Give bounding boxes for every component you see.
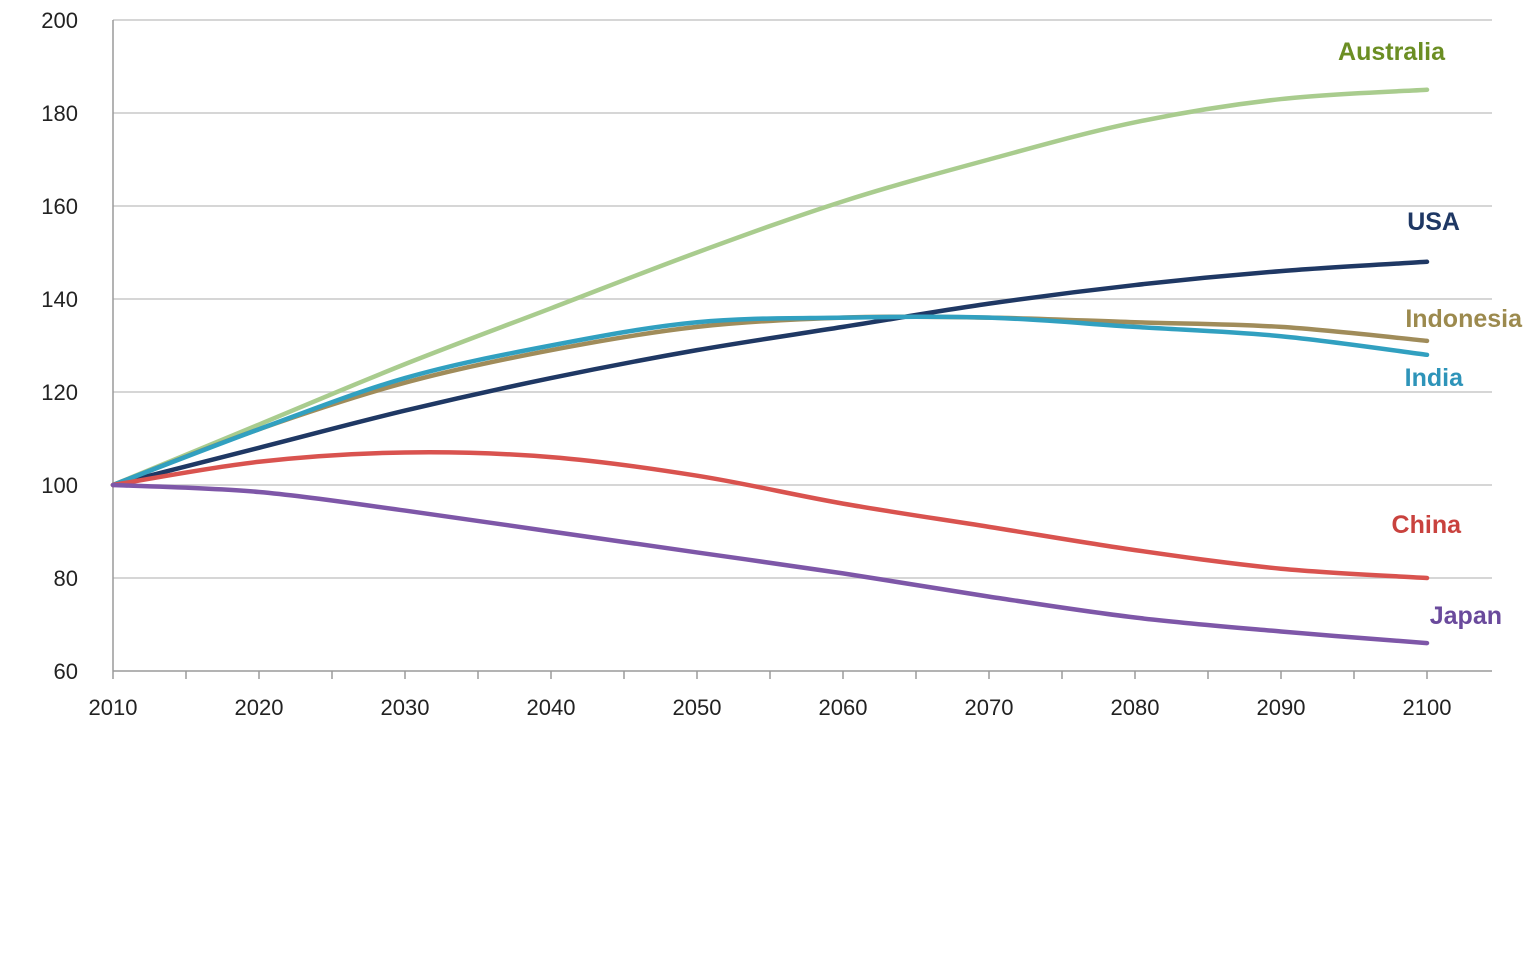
series-lines	[110, 87, 1430, 646]
series-label-indonesia: Indonesia	[1405, 305, 1523, 333]
x-tick-label: 2010	[89, 695, 138, 720]
x-tick-label: 2070	[965, 695, 1014, 720]
y-tick-label: 100	[41, 473, 78, 498]
series-line-china	[110, 450, 1430, 581]
series-line-japan	[110, 482, 1430, 646]
series-line-usa	[110, 259, 1430, 488]
x-tick-label: 2100	[1403, 695, 1452, 720]
series-label-china: China	[1392, 511, 1463, 539]
x-tick-label: 2090	[1257, 695, 1306, 720]
y-tick-label: 60	[54, 659, 78, 684]
y-tick-label: 180	[41, 101, 78, 126]
y-tick-label: 200	[41, 8, 78, 33]
series-line-australia	[110, 87, 1430, 488]
x-tick-label: 2030	[381, 695, 430, 720]
series-line-india	[110, 314, 1430, 488]
series-label-japan: Japan	[1430, 602, 1502, 630]
y-tick-label: 140	[41, 287, 78, 312]
y-tick-label: 120	[41, 380, 78, 405]
x-tick-label: 2080	[1111, 695, 1160, 720]
y-tick-label: 80	[54, 566, 78, 591]
series-labels: Australia USA Indonesia India China Japan	[1338, 38, 1523, 630]
series-label-usa: USA	[1407, 208, 1460, 236]
x-tick-label: 2020	[235, 695, 284, 720]
series-label-australia: Australia	[1338, 38, 1446, 66]
x-tick-label: 2060	[819, 695, 868, 720]
x-tick-label: 2050	[673, 695, 722, 720]
axes: 60 80 100 120 140 160 180 200 2010 2020 2030 2040 20…	[41, 8, 1492, 720]
x-tick-label: 2040	[527, 695, 576, 720]
grid-lines	[113, 19, 1492, 579]
series-label-india: India	[1405, 364, 1464, 392]
y-tick-label: 160	[41, 194, 78, 219]
